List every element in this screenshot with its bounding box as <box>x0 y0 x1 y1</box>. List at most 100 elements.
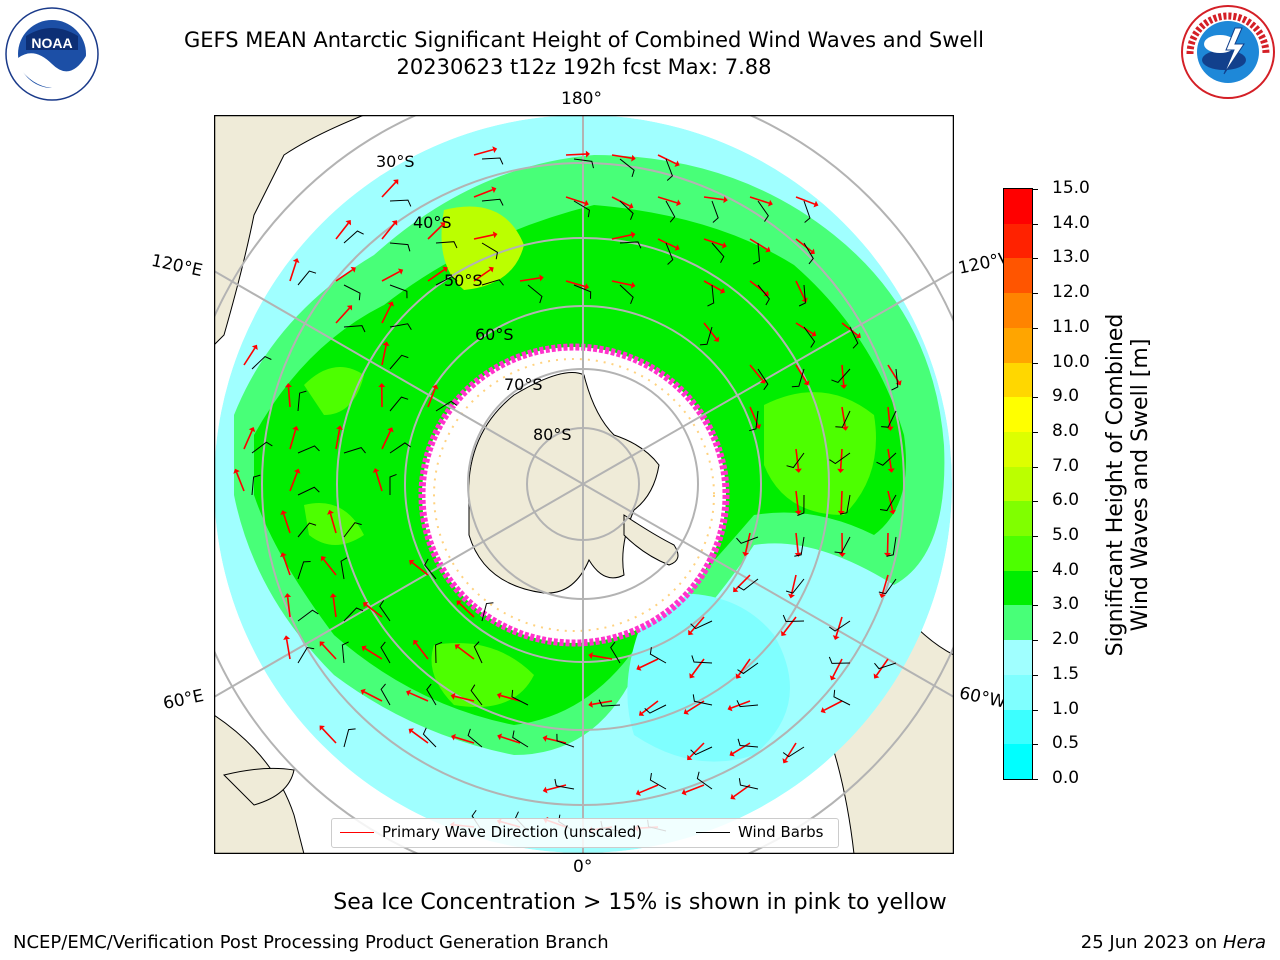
wind-barb <box>707 284 715 307</box>
wave-direction-arrow <box>841 322 859 336</box>
wind-barb <box>752 242 761 265</box>
wave-arrow-head <box>361 645 367 652</box>
colorbar-tick-label: 3.0 <box>1052 594 1080 615</box>
wave-direction-arrow <box>749 364 764 381</box>
lon-label-120e: 120°E <box>149 250 205 282</box>
wave-direction-arrow <box>887 490 894 511</box>
wave-arrow-head <box>794 468 802 473</box>
wave-direction-arrow <box>565 196 586 204</box>
wave-arrow-head <box>630 231 636 239</box>
wind-barb <box>340 557 348 580</box>
lat-label-60s: 60°S <box>475 325 514 344</box>
wind-barb <box>619 241 642 249</box>
wave-direction-arrow <box>243 347 256 366</box>
colorbar-tick-label: 0.0 <box>1052 768 1080 788</box>
wind-barb <box>835 410 851 428</box>
wind-barb <box>690 746 713 756</box>
wave-arrow-head <box>687 754 693 761</box>
wave-arrow-head <box>733 586 739 593</box>
colorbar-title: Significant Height of Combined Wind Wave… <box>1103 255 1153 715</box>
wind-barb <box>343 607 364 622</box>
wave-arrow-head <box>372 468 380 473</box>
wave-arrow-head <box>542 735 548 742</box>
wave-arrow-head <box>451 733 456 741</box>
wind-barb <box>619 284 634 304</box>
colorbar-segment <box>1004 223 1032 259</box>
wave-arrow-head <box>454 644 461 650</box>
wave-arrow-head <box>283 635 291 640</box>
colorbar-tick <box>1032 536 1038 538</box>
colorbar-tick-label: 9.0 <box>1052 386 1080 407</box>
noaa-logo: NOAA <box>5 7 99 101</box>
wave-arrow-head <box>887 468 895 473</box>
wind-barb <box>297 390 307 412</box>
wave-arrow-head <box>456 600 462 606</box>
wave-direction-arrow <box>703 322 717 340</box>
wave-arrow-head <box>889 509 896 515</box>
wave-direction-arrow <box>703 238 724 247</box>
wave-direction-arrow <box>835 616 843 637</box>
colorbar-tick <box>1032 501 1038 503</box>
wind-barb <box>343 522 362 538</box>
wave-direction-arrow <box>335 429 341 450</box>
lat-label-80s: 80°S <box>533 425 572 444</box>
ocean-5-6m-a <box>304 367 364 415</box>
wave-direction-arrow <box>473 148 494 156</box>
wind-barb <box>424 558 437 580</box>
wave-arrow-head <box>382 341 390 347</box>
wave-direction-arrow <box>289 261 297 282</box>
wind-barb <box>251 474 261 496</box>
colorbar-tick <box>1032 640 1038 642</box>
wave-direction-arrow <box>286 597 291 618</box>
wave-arrow-head <box>492 146 498 154</box>
wave-direction-arrow <box>565 280 586 288</box>
wave-direction-arrow <box>639 658 659 669</box>
colorbar-segment <box>1004 640 1032 676</box>
wind-barb <box>829 452 851 465</box>
title-line-1: GEFS MEAN Antarctic Significant Height o… <box>183 28 985 52</box>
wave-arrow-head <box>327 509 334 515</box>
colorbar-tick <box>1032 431 1038 433</box>
wave-direction-arrow <box>381 430 392 450</box>
colorbar-tick-label: 11.0 <box>1052 316 1090 337</box>
wind-barb <box>343 728 356 748</box>
map-legend: Primary Wave Direction (unscaled) Wind B… <box>331 818 839 848</box>
wind-barb <box>649 647 667 664</box>
colorbar-tick <box>1032 570 1038 572</box>
lon-label-60e: 60°E <box>161 685 206 715</box>
colorbar-tick <box>1032 293 1038 295</box>
wind-barb <box>794 536 805 557</box>
wave-arrow-head <box>735 673 742 679</box>
wind-barb <box>573 200 591 218</box>
wave-direction-arrow <box>565 153 587 156</box>
wave-direction-arrow <box>381 270 401 282</box>
wave-direction-arrow <box>657 196 678 204</box>
colorbar-tick <box>1032 327 1038 329</box>
wave-arrow-head <box>763 290 769 297</box>
wave-arrow-head <box>588 652 593 659</box>
wave-direction-arrow <box>427 224 443 240</box>
wind-barb <box>297 609 319 622</box>
colorbar-segment <box>1004 674 1032 711</box>
wave-direction-arrow <box>332 597 337 618</box>
colorbar-tick-label: 13.0 <box>1052 247 1090 268</box>
wind-barb <box>297 486 320 496</box>
wind-barb <box>481 602 494 622</box>
land-antarctic-peninsula <box>623 514 679 566</box>
wave-direction-arrow <box>691 658 705 676</box>
wave-arrow-head <box>674 160 680 167</box>
wave-arrow-head <box>346 305 353 311</box>
wave-arrow-head <box>408 728 414 735</box>
wave-arrow-head <box>345 220 352 226</box>
wave-arrow-head <box>754 423 762 430</box>
wind-barb <box>297 270 317 286</box>
wave-arrow-head <box>730 793 736 800</box>
wave-direction-arrow <box>335 269 353 282</box>
wind-barb <box>849 326 859 349</box>
wave-arrow-head <box>585 150 590 158</box>
colorbar-tick-label: 1.0 <box>1052 698 1080 719</box>
wind-barb <box>512 730 529 748</box>
wave-direction-arrow <box>795 490 800 511</box>
wind-barb <box>738 778 759 790</box>
wave-direction-arrow <box>592 654 613 660</box>
